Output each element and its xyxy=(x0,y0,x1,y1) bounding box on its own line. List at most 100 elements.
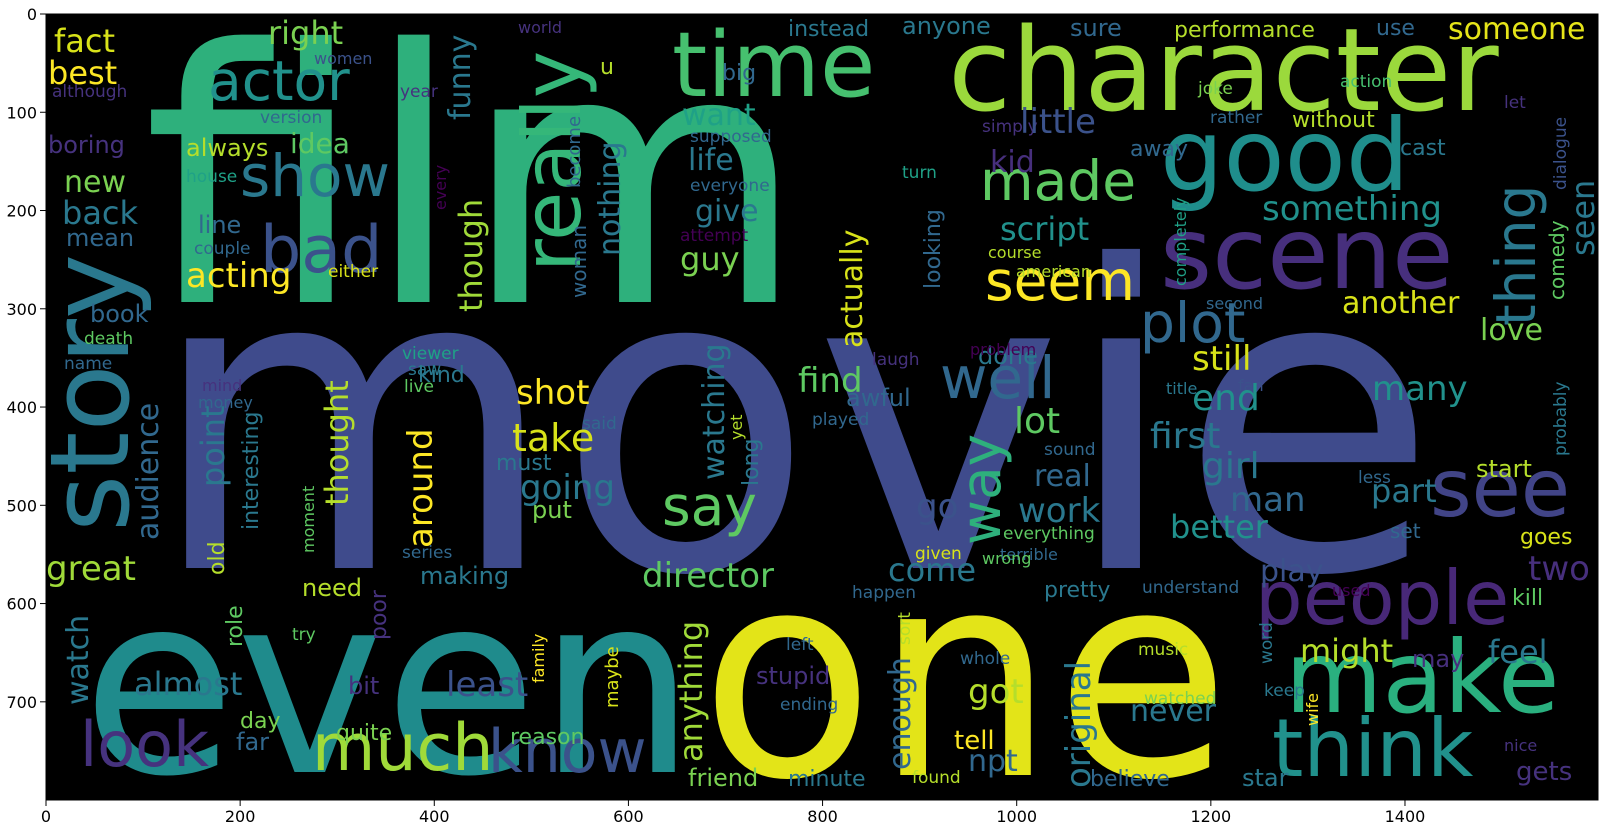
word-laugh: laugh xyxy=(872,350,919,370)
word-version: version xyxy=(260,108,322,128)
word-keep: keep xyxy=(1264,681,1305,701)
word-try: try xyxy=(292,625,316,645)
word-goes: goes xyxy=(1520,525,1572,550)
word-star: star xyxy=(1242,764,1289,792)
word-funny: funny xyxy=(443,35,478,120)
word-director: director xyxy=(642,556,774,596)
word-looking: looking xyxy=(921,209,946,289)
word-end: end xyxy=(1192,378,1260,419)
word-kid: kid xyxy=(990,145,1035,180)
word-little: little xyxy=(1020,102,1096,142)
word-away: away xyxy=(1130,137,1188,162)
word-make: make xyxy=(1285,619,1560,736)
word-use: use xyxy=(1376,16,1415,41)
word-fact: fact xyxy=(54,22,115,60)
word-sure: sure xyxy=(1070,14,1122,42)
word-whole: whole xyxy=(960,649,1010,669)
word-become: become xyxy=(564,116,585,188)
word-quite: quite xyxy=(336,721,392,746)
word-supposed: supposed xyxy=(690,127,772,147)
word-another: another xyxy=(1342,286,1460,321)
word-done: done xyxy=(978,342,1038,370)
word-money: money xyxy=(198,393,253,412)
word-kind: kind xyxy=(418,363,465,388)
word-find: find xyxy=(798,361,863,401)
word-tell: tell xyxy=(954,726,995,756)
word-friend: friend xyxy=(688,764,758,792)
word-series: series xyxy=(402,543,452,563)
word-although: although xyxy=(52,82,127,102)
word-scene: scene xyxy=(1160,195,1454,312)
x-tick-label: 1000 xyxy=(996,807,1037,823)
word-man: man xyxy=(1230,480,1306,520)
word-fan: fan xyxy=(1238,376,1264,395)
word-every: every xyxy=(431,165,450,210)
word-take: take xyxy=(512,416,594,460)
word-look: look xyxy=(80,708,209,781)
y-tick-label: 200 xyxy=(6,202,37,221)
word-first: first xyxy=(1150,416,1220,457)
word-really: really xyxy=(506,51,599,272)
word-death: death xyxy=(84,329,133,349)
word-bad: bad xyxy=(260,213,382,288)
word-viewer: viewer xyxy=(402,344,459,364)
word-less: less xyxy=(1358,468,1391,488)
word-simply: simply xyxy=(982,117,1038,137)
word-day: day xyxy=(240,709,280,734)
word-got: got xyxy=(968,672,1024,712)
word-something: something xyxy=(1262,189,1442,229)
x-tick-label: 1200 xyxy=(1190,807,1231,823)
word-attempt: attempt xyxy=(680,226,749,246)
word-feel: feel xyxy=(1488,633,1548,671)
word-watching: watching xyxy=(697,343,732,480)
word-going: going xyxy=(520,468,615,508)
word-left: left xyxy=(786,635,814,655)
word-moment: moment xyxy=(299,486,318,553)
word-must: must xyxy=(496,451,552,476)
word-well: well xyxy=(940,344,1055,412)
word-making: making xyxy=(420,562,509,590)
word-many: many xyxy=(1372,369,1468,409)
word-problem: problem xyxy=(970,340,1036,359)
word-second: second xyxy=(1206,294,1263,313)
word-new: new xyxy=(64,165,126,200)
word-dialogue: dialogue xyxy=(1551,117,1571,190)
word-anything: anything xyxy=(672,621,710,762)
word-way: way xyxy=(949,434,1013,545)
y-tick-label: 700 xyxy=(6,693,37,712)
word-bit: bit xyxy=(348,672,379,700)
word-acting: acting xyxy=(186,256,291,296)
word-boring: boring xyxy=(48,131,125,159)
word-love: love xyxy=(1480,313,1543,348)
word-come: come xyxy=(888,551,976,589)
word-couple: couple xyxy=(194,239,251,259)
word-action: action xyxy=(1340,72,1392,92)
word-set: set xyxy=(1390,519,1421,543)
word-mind: mind xyxy=(202,376,242,395)
word-though: though xyxy=(452,199,490,312)
x-tick-label: 400 xyxy=(419,807,450,823)
word-want: want xyxy=(682,98,756,133)
word-believe: believe xyxy=(1090,767,1170,792)
y-tick-label: 600 xyxy=(6,595,37,614)
word-title: title xyxy=(1166,379,1197,398)
word-movie: movie xyxy=(148,179,1438,668)
word-best: best xyxy=(48,54,117,92)
word-point: point xyxy=(194,405,232,487)
word-sort: sort xyxy=(895,612,915,645)
word-almost: almost xyxy=(134,665,242,703)
word-stupid: stupid xyxy=(756,662,830,690)
word-film: film xyxy=(143,0,805,386)
word-even: even xyxy=(82,540,696,823)
word-around: around xyxy=(401,428,441,548)
y-tick-label: 500 xyxy=(6,496,37,515)
word-joke: joke xyxy=(1197,79,1233,99)
word-yet: yet xyxy=(727,414,746,440)
word-found: found xyxy=(912,768,961,788)
word-girl: girl xyxy=(1202,446,1260,487)
word-maybe: maybe xyxy=(602,646,623,708)
x-tick-label: 200 xyxy=(225,807,256,823)
word-used: used xyxy=(1332,581,1370,600)
word-interesting: interesting xyxy=(239,412,264,530)
